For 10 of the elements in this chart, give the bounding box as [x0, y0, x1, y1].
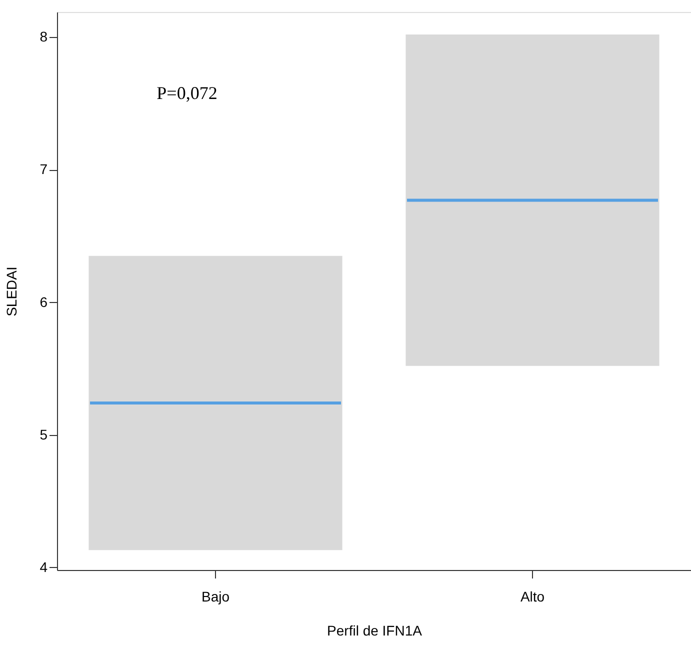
- y-tick-label: 5: [40, 426, 48, 442]
- y-axis-title: SLEDAI: [4, 266, 20, 316]
- annotation: P=0,072: [156, 83, 218, 103]
- y-tick-label: 6: [40, 294, 48, 310]
- x-tick-label: Bajo: [201, 588, 230, 604]
- y-tick-label: 7: [40, 161, 48, 178]
- x-axis-title: Perfil de IFN1A: [327, 622, 423, 638]
- y-tick-label: 4: [40, 558, 48, 575]
- y-tick-label: 8: [40, 28, 48, 45]
- x-tick-label: Alto: [520, 588, 545, 604]
